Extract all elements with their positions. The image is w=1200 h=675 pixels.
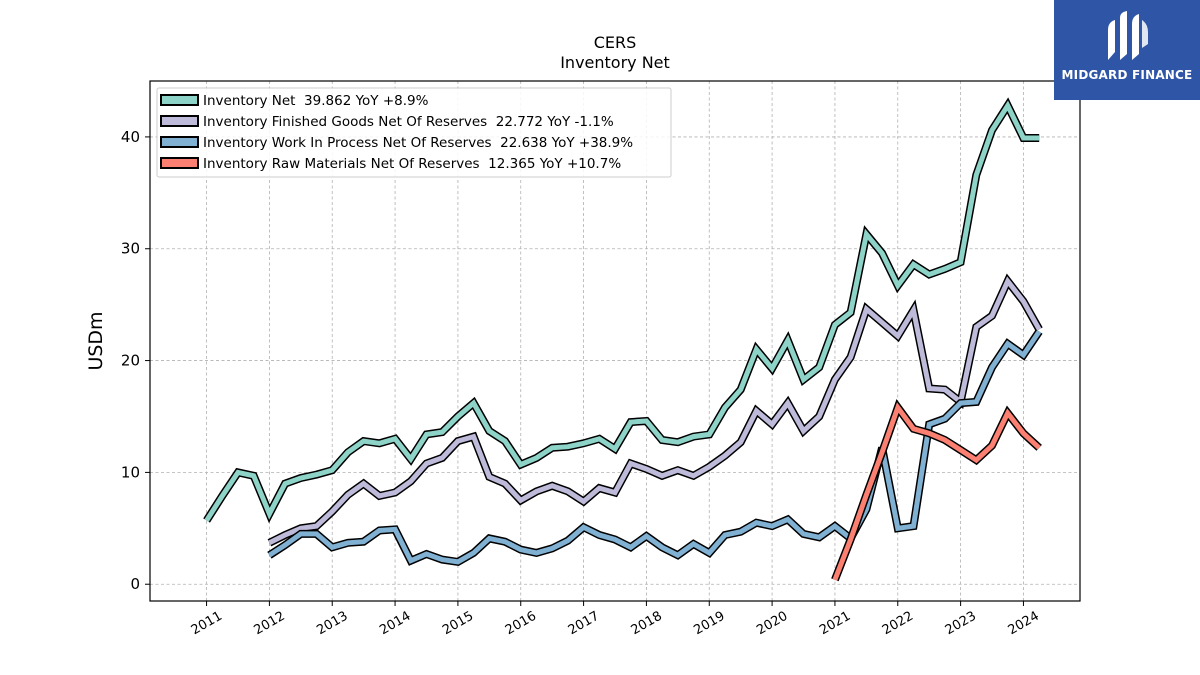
x-tick-label: 2024: [1006, 609, 1042, 639]
legend-swatch-0: [160, 94, 199, 106]
x-tick-label: 2012: [252, 609, 288, 639]
x-tick-label: 2017: [566, 609, 602, 639]
plot-area: [203, 97, 1043, 582]
legend-swatch-3: [160, 157, 199, 169]
y-axis-label: USDm: [85, 311, 107, 370]
chart-subtitle: Inventory Net: [560, 53, 670, 72]
x-tick-label: 2022: [880, 609, 916, 639]
legend-swatch-2: [160, 136, 199, 148]
y-tick-label: 30: [121, 240, 140, 258]
y-tick-label: 20: [121, 352, 140, 370]
plot-frame: [149, 80, 1081, 602]
legend-swatch-1: [160, 115, 199, 127]
y-tick-label: 10: [121, 463, 140, 481]
legend-label-0: Inventory Net 39.862 YoY +8.9%: [203, 93, 429, 109]
x-tick-label: 2019: [691, 609, 727, 639]
x-tick-label: 2020: [754, 609, 790, 639]
x-tick-label: 2015: [440, 609, 476, 639]
x-tick-label: 2023: [943, 609, 979, 639]
midgard-finance-logo: MIDGARD FINANCE: [1054, 0, 1200, 100]
logo-text: MIDGARD FINANCE: [1061, 68, 1193, 82]
series-outline-1: [267, 273, 1043, 547]
legend-box: [156, 87, 672, 178]
axis-ticks: 0 10 20 30 40 2011 2012 2013 2014 2015 2016 2017 201…: [121, 128, 1042, 638]
legend-label-2: Inventory Work In Process Net Of Reserve…: [203, 135, 633, 151]
series-line-3: [832, 402, 1041, 581]
x-tick-label: 2018: [629, 609, 665, 639]
midgard-m-icon: [1108, 11, 1148, 60]
x-tick-label: 2014: [377, 609, 413, 639]
x-tick-label: 2021: [817, 609, 853, 639]
y-tick-label: 40: [121, 128, 140, 146]
legend-label-1: Inventory Finished Goods Net Of Reserves…: [203, 114, 614, 130]
x-tick-label: 2011: [189, 609, 225, 639]
chart-title: CERS: [594, 33, 637, 52]
y-tick-label: 0: [130, 575, 140, 593]
series-line-2: [268, 330, 1042, 565]
x-tick-label: 2016: [503, 609, 539, 639]
series-line-1: [268, 276, 1042, 546]
series-line-0: [204, 100, 1040, 522]
legend-label-3: Inventory Raw Materials Net Of Reserves …: [203, 156, 621, 172]
x-tick-label: 2013: [314, 609, 350, 639]
legend: Inventory Net 39.862 YoY +8.9% Inventory …: [156, 87, 672, 178]
